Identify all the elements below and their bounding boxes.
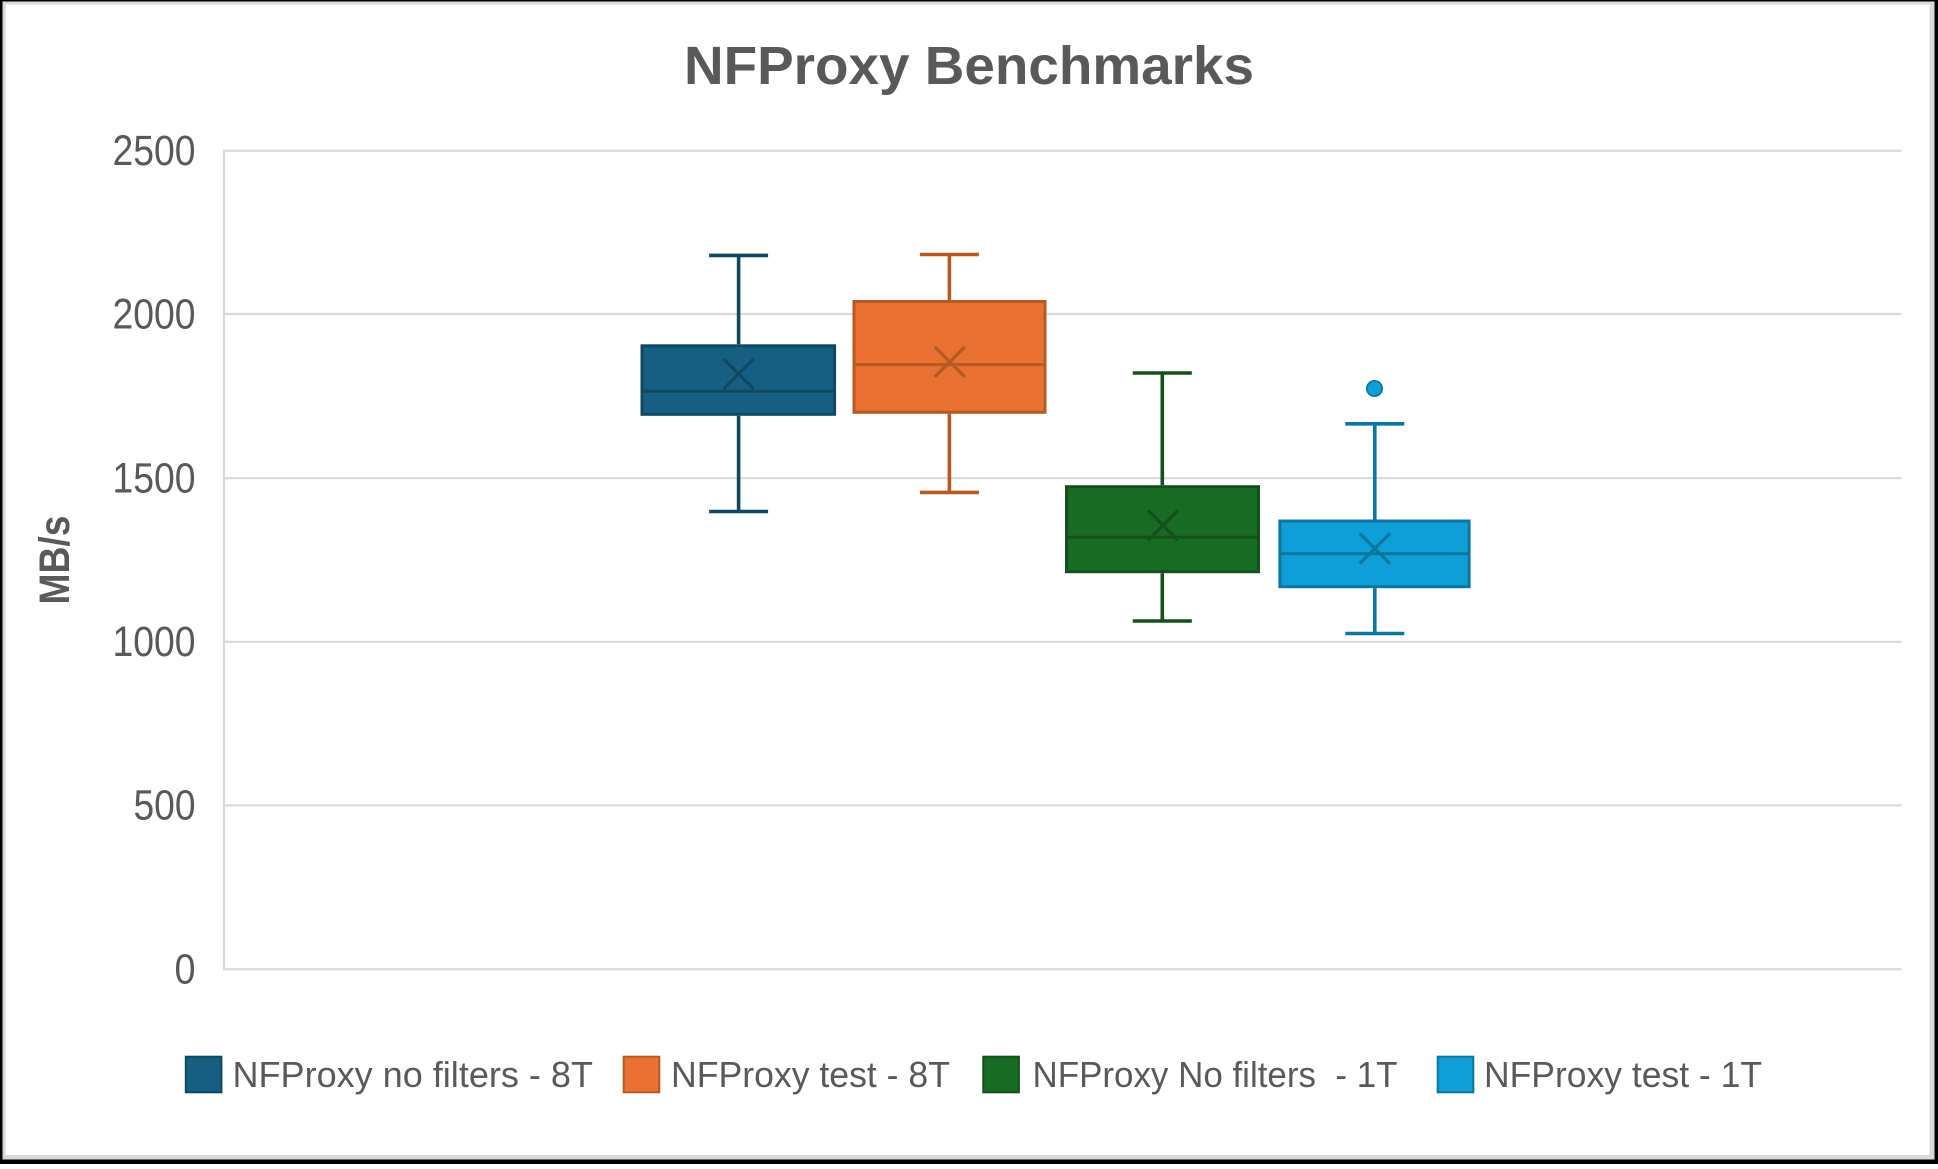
svg-text:1000: 1000: [113, 619, 196, 666]
svg-text:0: 0: [175, 946, 196, 993]
svg-text:NFProxy Benchmarks: NFProxy Benchmarks: [684, 36, 1254, 96]
svg-text:NFProxy test - 8T: NFProxy test - 8T: [671, 1054, 950, 1095]
svg-text:1500: 1500: [113, 455, 196, 502]
svg-text:NFProxy test - 1T: NFProxy test - 1T: [1484, 1054, 1762, 1095]
svg-text:2000: 2000: [113, 291, 196, 338]
svg-text:MB/s: MB/s: [31, 516, 79, 605]
svg-text:2500: 2500: [113, 128, 196, 175]
svg-text:NFProxy no filters - 8T: NFProxy no filters - 8T: [233, 1054, 594, 1095]
svg-text:NFProxy No filters - 1T: NFProxy No filters - 1T: [1033, 1054, 1398, 1095]
svg-text:500: 500: [134, 783, 196, 830]
